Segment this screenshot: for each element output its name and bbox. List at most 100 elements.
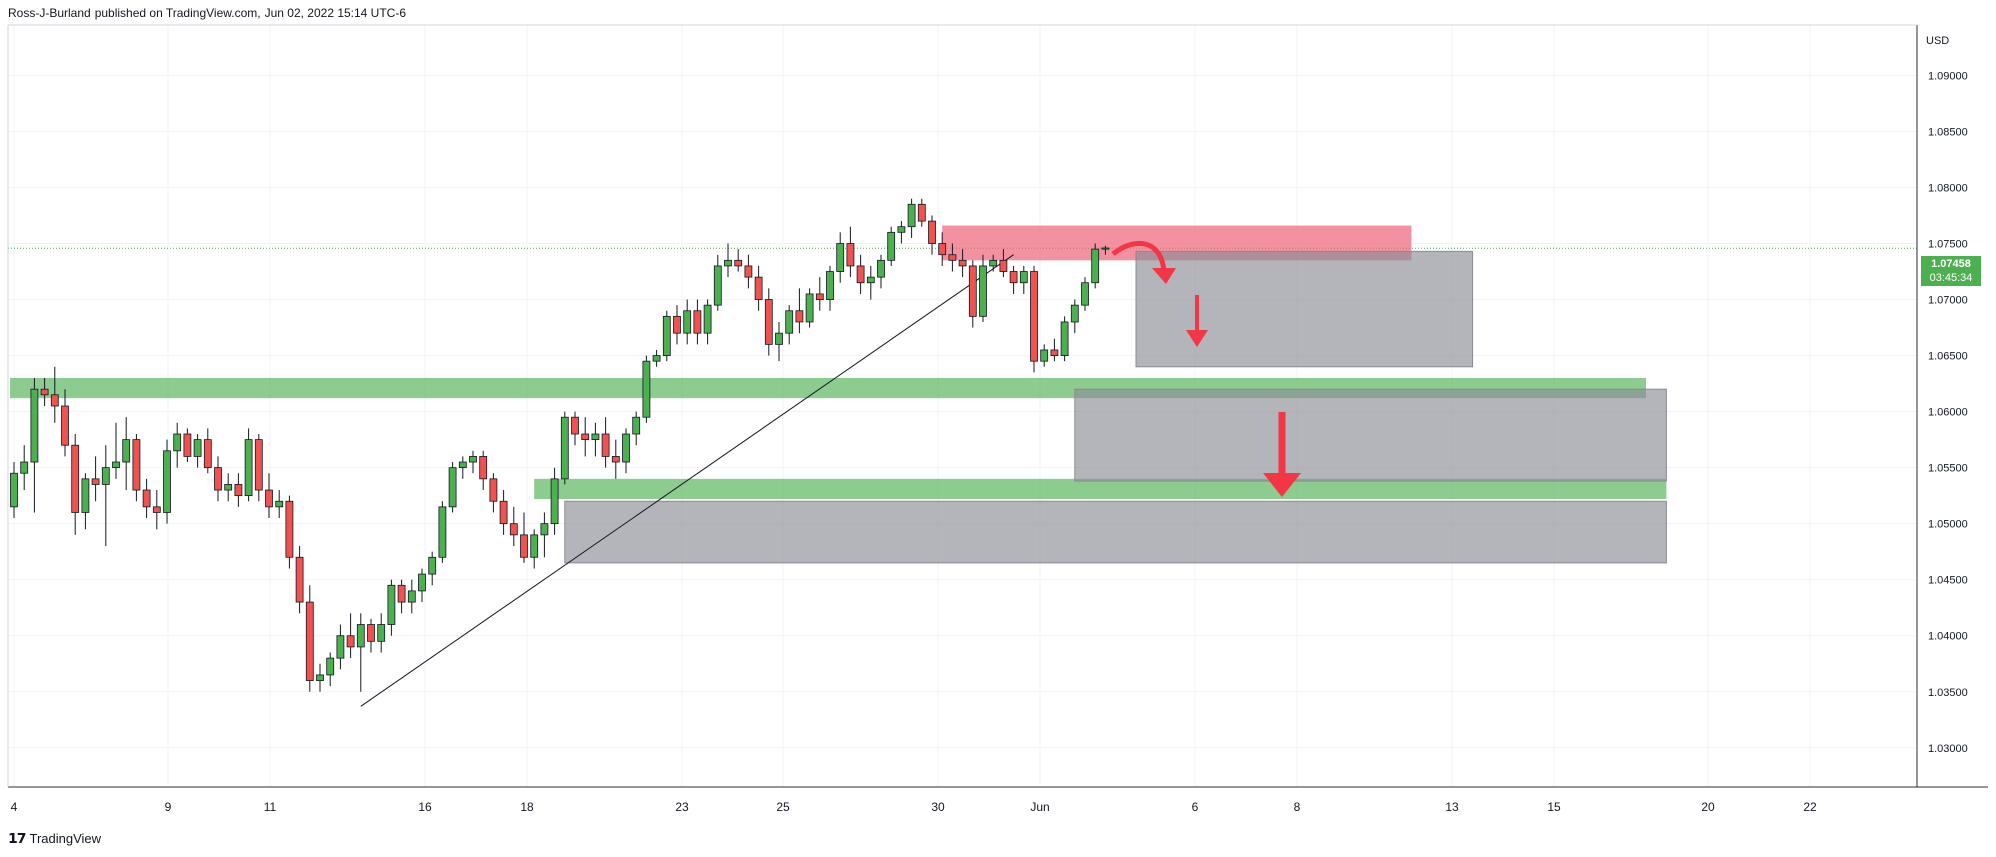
candle-body: [152, 506, 161, 513]
candle-body: [183, 433, 192, 457]
candle-body: [499, 500, 508, 525]
candle-body: [254, 439, 263, 491]
author-name[interactable]: Ross-J-Burland: [8, 6, 91, 20]
x-tick-label: Jun: [1030, 800, 1049, 814]
candle-body: [989, 259, 998, 267]
candle-down: [1009, 265, 1018, 294]
candle-up: [622, 428, 630, 474]
candle-down: [846, 226, 855, 278]
candle-up: [356, 613, 365, 692]
candle-up: [458, 456, 467, 479]
tradingview-logo-text: TradingView: [29, 831, 102, 846]
candle-body: [652, 355, 661, 362]
candle-up: [10, 462, 18, 519]
candle-body: [785, 310, 794, 334]
candle-down: [520, 512, 528, 563]
candle-body: [734, 259, 743, 267]
candle-body: [693, 310, 702, 334]
candle-body: [1091, 248, 1100, 284]
candle-up: [30, 377, 39, 513]
candle-down: [958, 249, 967, 278]
candle-body: [479, 456, 488, 480]
candle-body: [163, 450, 171, 513]
candle-up: [836, 232, 845, 283]
candle-body: [581, 433, 590, 441]
candle-body: [458, 461, 467, 469]
candle-body: [968, 265, 977, 317]
candle-body: [214, 467, 222, 491]
candle-down: [183, 428, 192, 463]
candle-body: [387, 584, 396, 625]
candle-body: [1009, 271, 1018, 284]
candle-body: [305, 601, 314, 681]
candle-body: [20, 461, 29, 474]
candle-body: [30, 388, 39, 463]
candle-body: [285, 500, 294, 558]
candle-up: [1091, 243, 1100, 289]
candle-body: [448, 467, 457, 508]
candle-body: [10, 472, 18, 508]
candle-down: [479, 450, 488, 491]
candle-body: [316, 674, 324, 681]
publish-date: Jun 02, 2022 15:14 UTC-6: [264, 6, 407, 20]
published-text: published on TradingView.com,: [94, 6, 261, 20]
candle-body: [326, 657, 335, 676]
candle-up: [387, 579, 396, 636]
candle-up: [877, 254, 885, 289]
candle-body: [764, 299, 773, 345]
candle-up: [652, 349, 661, 367]
candle-body: [1070, 304, 1079, 323]
candle-body: [1050, 349, 1059, 356]
down-arrowhead-large-icon: [1263, 473, 1301, 497]
candle-up: [101, 445, 110, 547]
candle-up: [418, 568, 426, 603]
candle-down: [142, 478, 151, 519]
y-tick-label: 1.08000: [1928, 182, 1968, 194]
candle-body: [295, 556, 304, 603]
candle-body: [846, 243, 855, 267]
candle-down: [50, 366, 59, 423]
candle-body: [866, 276, 875, 284]
candle-body: [938, 243, 947, 256]
target-zone: [564, 500, 1667, 564]
y-tick-label: 1.06500: [1928, 351, 1968, 363]
tradingview-mark-icon: 𝟭𝟳: [8, 830, 27, 846]
candle-up: [866, 265, 875, 300]
candle-down: [601, 417, 610, 468]
candle-down: [734, 249, 743, 272]
candle-body: [897, 226, 906, 233]
candle-up: [1040, 344, 1049, 367]
x-tick-label: 11: [264, 800, 277, 814]
x-tick-label: 22: [1803, 800, 1817, 814]
candle-body: [958, 259, 967, 267]
candle-down: [938, 232, 947, 266]
y-tick-label: 1.03000: [1928, 743, 1968, 755]
candle-up: [530, 529, 539, 569]
bar-countdown: 03:45:34: [1929, 272, 1973, 284]
x-tick-label: 18: [520, 800, 534, 814]
y-tick-label: 1.08500: [1928, 126, 1968, 138]
tradingview-logo[interactable]: 𝟭𝟳 TradingView: [8, 830, 101, 847]
candle-body: [632, 416, 641, 435]
candle-down: [71, 434, 80, 535]
candle-up: [316, 663, 324, 692]
candle-up: [326, 652, 335, 687]
x-axis-ticks: 4 9 11 16 18 23 25 30 Jun 6 8 13 15 20 22: [11, 800, 1817, 814]
candle-up: [1101, 245, 1110, 255]
candle-up: [907, 198, 916, 238]
candle-body: [1019, 271, 1028, 284]
candle-up: [20, 445, 29, 491]
candle-down: [754, 265, 763, 311]
candle-body: [346, 635, 355, 648]
candle-body: [122, 439, 131, 463]
x-tick-label: 23: [675, 800, 689, 814]
trendline: [360, 254, 1014, 707]
candle-up: [632, 411, 641, 446]
candle-up: [193, 434, 202, 468]
candle-body: [856, 265, 865, 284]
candle-body: [642, 360, 651, 418]
candle-down: [815, 277, 824, 311]
y-tick-label: 1.05000: [1928, 519, 1968, 531]
candle-up: [469, 450, 477, 474]
